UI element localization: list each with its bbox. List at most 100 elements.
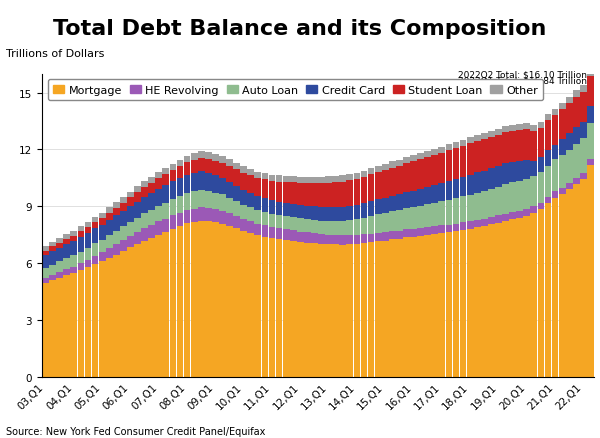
Bar [155, 222, 162, 235]
Bar [545, 121, 551, 151]
Bar [495, 216, 502, 223]
Bar [530, 177, 537, 206]
Bar [106, 208, 113, 213]
Bar [439, 234, 445, 377]
Bar [389, 212, 395, 232]
Bar [502, 133, 509, 164]
Bar [212, 223, 219, 377]
Bar [523, 179, 530, 209]
Bar [106, 249, 113, 258]
Bar [474, 136, 481, 142]
Bar [318, 235, 325, 244]
Bar [523, 216, 530, 377]
Bar [481, 134, 488, 140]
Bar [424, 235, 431, 377]
Bar [70, 236, 77, 241]
Bar [396, 239, 403, 377]
Bar [587, 166, 594, 377]
Bar [283, 240, 290, 377]
Bar [410, 162, 417, 191]
Bar [431, 150, 438, 155]
Bar [530, 206, 537, 213]
Bar [403, 163, 410, 192]
Bar [509, 132, 516, 162]
Bar [340, 182, 346, 208]
Bar [64, 239, 70, 244]
Bar [509, 212, 516, 220]
Bar [311, 244, 318, 377]
Bar [580, 123, 587, 139]
Bar [85, 222, 91, 227]
Bar [134, 233, 141, 244]
Bar [481, 171, 488, 191]
Bar [439, 226, 445, 234]
Bar [163, 203, 169, 219]
Bar [269, 175, 275, 182]
Bar [502, 214, 509, 221]
Bar [276, 203, 283, 216]
Bar [127, 248, 134, 377]
Bar [283, 217, 290, 230]
Bar [332, 221, 339, 235]
Bar [396, 195, 403, 211]
Bar [198, 191, 205, 208]
Bar [396, 160, 403, 166]
Bar [77, 227, 84, 232]
Bar [276, 183, 283, 203]
Bar [424, 205, 431, 227]
Bar [431, 235, 438, 377]
Bar [538, 129, 544, 158]
Bar [247, 170, 254, 176]
Bar [311, 184, 318, 207]
Bar [368, 234, 374, 243]
Bar [467, 138, 473, 144]
Bar [184, 175, 190, 194]
Bar [318, 184, 325, 208]
Bar [56, 262, 63, 272]
Bar [70, 256, 77, 267]
Bar [439, 147, 445, 153]
Bar [290, 177, 296, 183]
Bar [403, 208, 410, 230]
Bar [566, 104, 572, 134]
Bar [120, 240, 127, 251]
Bar [353, 244, 360, 377]
Bar [545, 115, 551, 121]
Bar [113, 245, 119, 255]
Bar [566, 190, 572, 377]
Bar [92, 265, 98, 377]
Bar [283, 176, 290, 183]
Bar [495, 187, 502, 216]
Bar [460, 230, 466, 377]
Bar [233, 187, 240, 201]
Bar [70, 241, 77, 256]
Bar [141, 241, 148, 377]
Bar [276, 176, 283, 183]
Bar [241, 232, 247, 377]
Bar [332, 207, 339, 221]
Bar [474, 173, 481, 193]
Bar [509, 162, 516, 183]
Bar [148, 238, 155, 377]
Bar [148, 183, 155, 194]
Bar [304, 220, 311, 233]
Bar [325, 177, 332, 183]
Bar [127, 223, 134, 237]
Bar [446, 225, 452, 233]
Bar [70, 267, 77, 273]
Bar [340, 245, 346, 377]
Bar [176, 179, 184, 197]
Bar [488, 132, 495, 138]
Bar [559, 140, 566, 155]
Bar [346, 245, 353, 377]
Bar [481, 191, 488, 219]
Bar [155, 179, 162, 190]
Bar [64, 276, 70, 377]
Bar [64, 234, 70, 239]
Bar [311, 220, 318, 234]
Bar [530, 126, 537, 132]
Bar [545, 166, 551, 198]
Bar [353, 205, 360, 220]
Bar [368, 169, 374, 175]
Bar [460, 147, 466, 177]
